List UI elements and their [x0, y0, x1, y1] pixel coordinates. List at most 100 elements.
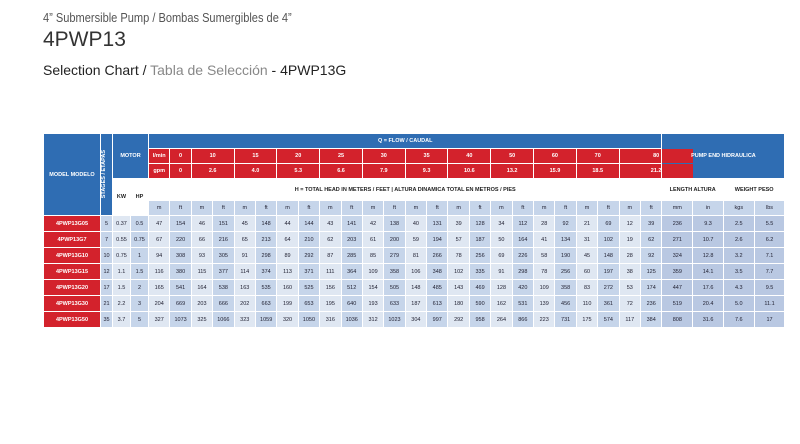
data-cell: 43 [319, 215, 342, 232]
data-cell: 174 [639, 279, 663, 296]
data-cell: 364 [340, 263, 363, 280]
data-cell: 78 [533, 263, 556, 280]
motor-header: MOTOR [112, 133, 149, 179]
data-cell: 272 [597, 279, 620, 296]
table-row: 4PWP13G05 5 0.37 0.5 47 154 46 151 45 148 44 144 43 1… [43, 215, 786, 232]
data-cell: 187 [468, 231, 492, 248]
gpm-value: 7.9 [361, 163, 406, 179]
data-cell: 590 [468, 295, 492, 312]
lmin-value: 40 [447, 148, 492, 164]
data-cell: 154 [361, 279, 385, 296]
data-cell: 3.2 [722, 247, 755, 264]
data-cell: 2.6 [722, 231, 755, 248]
model-cell: 4PWP13G05 [43, 215, 101, 232]
data-cell: 958 [468, 311, 492, 328]
data-cell: 2.5 [722, 215, 755, 232]
data-cell: 485 [426, 279, 449, 296]
data-cell: 154 [169, 215, 192, 232]
data-cell: 187 [404, 295, 428, 312]
data-cell: 164 [511, 231, 535, 248]
data-cell: 535 [254, 279, 278, 296]
unit-ft: ft [511, 200, 535, 216]
data-cell: 308 [169, 247, 192, 264]
unit-m: m [190, 200, 214, 216]
data-cell: 447 [661, 279, 694, 296]
gpm-label: gpm [147, 163, 171, 179]
unit-m: m [404, 200, 428, 216]
data-cell: 85 [361, 247, 385, 264]
lmin-value: 70 [575, 148, 620, 164]
data-cell: 210 [297, 231, 321, 248]
unit-ft: ft [426, 200, 449, 216]
data-cell: 0.55 [112, 231, 131, 248]
subtitle: Selection Chart / Tabla de Selección - 4… [43, 62, 346, 78]
lmin-value: 0 [169, 148, 192, 164]
data-cell: 44 [276, 215, 299, 232]
data-cell: 72 [618, 295, 641, 312]
data-cell: 151 [212, 215, 235, 232]
kicker: 4” Submersible Pump / Bombas Sumergibles… [43, 10, 292, 25]
unit-ft: ft [169, 200, 192, 216]
data-cell: 213 [254, 231, 278, 248]
data-cell: 1023 [383, 311, 406, 328]
data-cell: 731 [554, 311, 577, 328]
table-row: 4PWP13G15 12 1.1 1.5 116 380 115 377 114 374 113 37… [43, 263, 786, 280]
flow-header: Q = FLOW / CAUDAL [147, 133, 663, 149]
data-cell: 663 [254, 295, 278, 312]
data-cell: 325 [190, 311, 214, 328]
data-cell: 197 [597, 263, 620, 280]
data-cell: 0.37 [112, 215, 131, 232]
data-cell: 164 [190, 279, 214, 296]
unit-m: m [618, 200, 641, 216]
data-cell: 997 [426, 311, 449, 328]
data-cell: 62 [319, 231, 342, 248]
data-cell: 14.1 [692, 263, 724, 280]
data-cell: 371 [297, 263, 321, 280]
data-cell: 93 [190, 247, 214, 264]
data-cell: 538 [212, 279, 235, 296]
title: 4PWP13 [43, 28, 126, 51]
data-cell: 160 [276, 279, 299, 296]
data-cell: 128 [490, 279, 513, 296]
data-cell: 35 [100, 311, 113, 328]
data-cell: 78 [447, 247, 470, 264]
data-cell: 312 [361, 311, 385, 328]
data-cell: 58 [533, 247, 556, 264]
data-cell: 31.6 [692, 311, 724, 328]
data-cell: 335 [468, 263, 492, 280]
data-cell: 139 [533, 295, 556, 312]
data-cell: 0.75 [130, 231, 149, 248]
unit-ft: ft [468, 200, 492, 216]
length-header: LENGTH ALTURA [661, 178, 724, 201]
data-cell: 162 [490, 295, 513, 312]
gpm-value: 10.6 [447, 163, 492, 179]
data-cell: 9.3 [692, 215, 724, 232]
data-cell: 46 [190, 215, 214, 232]
data-cell: 81 [404, 247, 428, 264]
data-cell: 92 [554, 215, 577, 232]
unit-m: m [490, 200, 513, 216]
data-cell: 1050 [297, 311, 321, 328]
data-cell: 190 [554, 247, 577, 264]
data-cell: 45 [575, 247, 599, 264]
model-cell: 4PWP13G30 [43, 295, 101, 312]
data-cell: 7.7 [753, 263, 786, 280]
data-cell: 264 [490, 311, 513, 328]
unit-m: m [533, 200, 556, 216]
data-cell: 5 [100, 215, 113, 232]
data-cell: 285 [340, 247, 363, 264]
data-cell: 1.5 [130, 263, 149, 280]
data-cell: 292 [297, 247, 321, 264]
data-cell: 223 [533, 311, 556, 328]
unit-m: m [233, 200, 256, 216]
data-cell: 5 [130, 311, 149, 328]
data-cell: 12 [618, 215, 641, 232]
unit-ft: ft [340, 200, 363, 216]
data-cell: 50 [490, 231, 513, 248]
data-cell: 613 [426, 295, 449, 312]
data-cell: 156 [319, 279, 342, 296]
unit-ft: ft [554, 200, 577, 216]
kw-header: KW [112, 178, 131, 216]
table-row: 4PWP13G10 10 0.75 1 94 308 93 305 91 298 89 292 87 28… [43, 247, 786, 264]
data-cell: 3 [130, 295, 149, 312]
